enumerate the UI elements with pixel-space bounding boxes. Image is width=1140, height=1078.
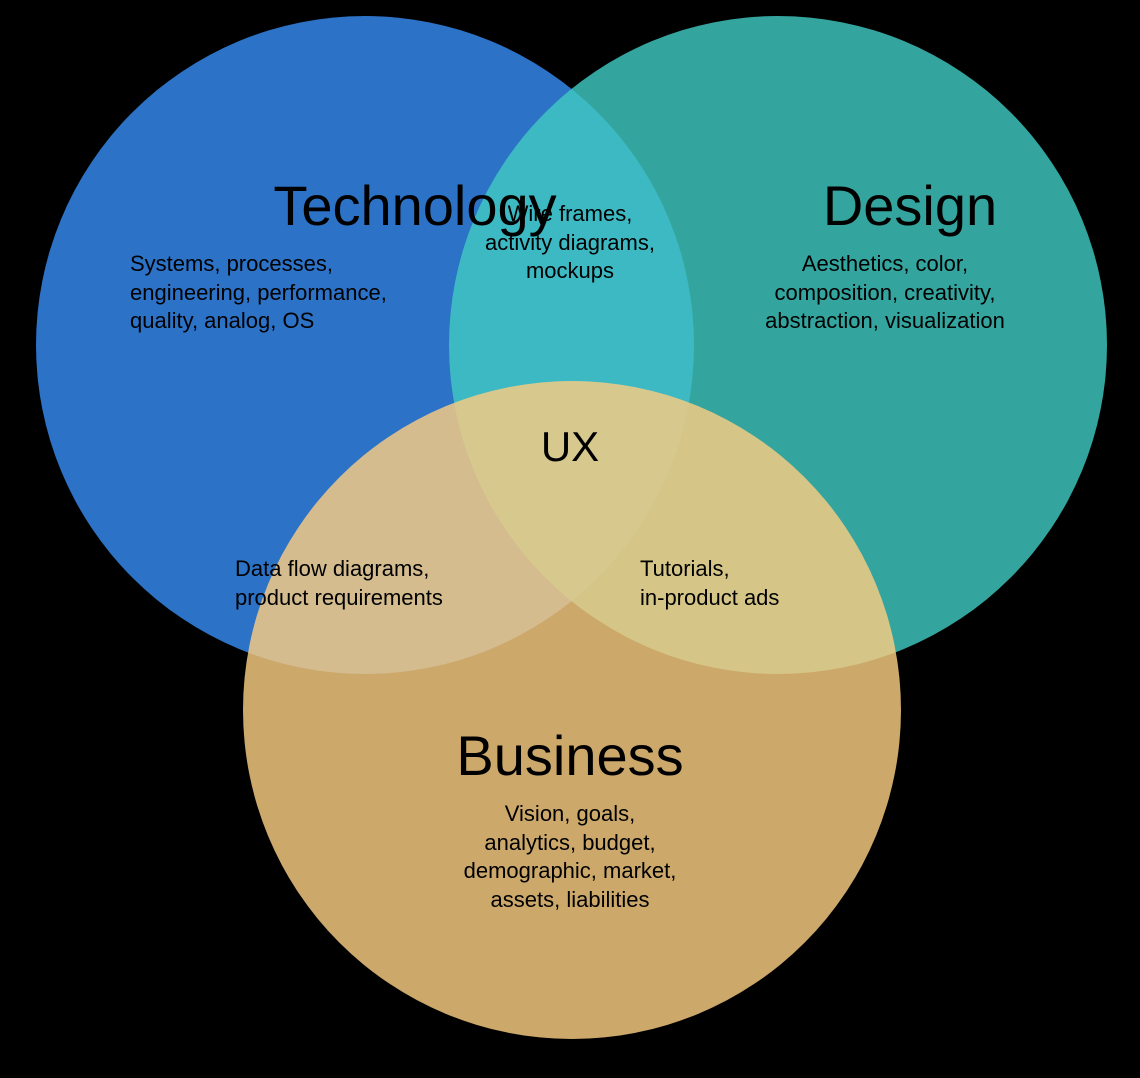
overlap-technology-business: Data flow diagrams,product requirements — [235, 555, 525, 612]
overlap-technology-design: Wire frames,activity diagrams,mockups — [460, 200, 680, 286]
design-description: Aesthetics, color,composition, creativit… — [720, 250, 1050, 336]
overlap-design-business: Tutorials,in-product ads — [640, 555, 890, 612]
overlap-center-ux: UX — [500, 420, 640, 475]
design-title: Design — [780, 170, 1040, 243]
venn-circle-business — [243, 381, 901, 1039]
venn-diagram: Technology Systems, processes,engineerin… — [0, 0, 1140, 1078]
technology-description: Systems, processes,engineering, performa… — [130, 250, 450, 336]
business-description: Vision, goals,analytics, budget,demograp… — [400, 800, 740, 914]
business-title: Business — [420, 720, 720, 793]
